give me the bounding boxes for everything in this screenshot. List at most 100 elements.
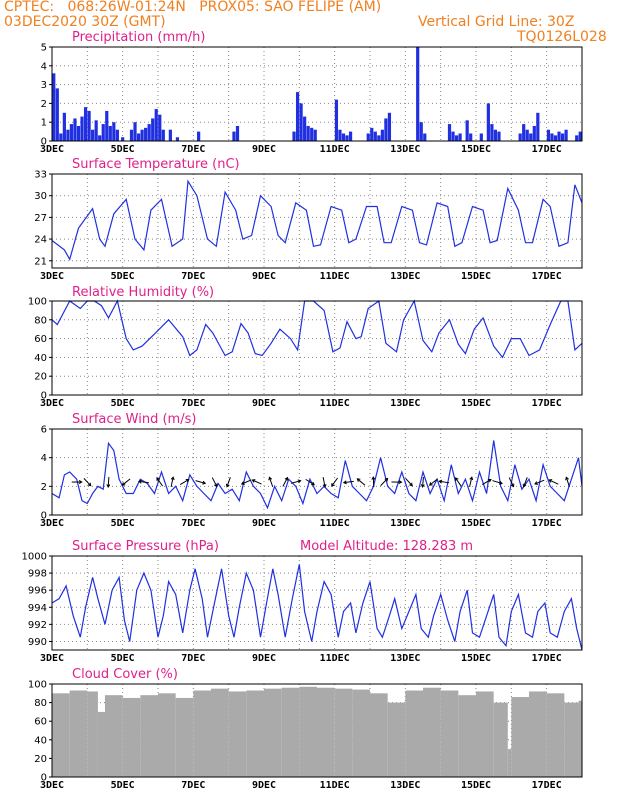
precip-bar (493, 129, 498, 141)
precip-bar (94, 120, 98, 141)
precip-bar (479, 133, 483, 141)
precip-bar (497, 131, 501, 141)
wind-arrow (455, 477, 462, 487)
precip-bar (232, 131, 236, 141)
model-altitude: Model Altitude: 128.283 m (300, 539, 473, 554)
cloud-bar (52, 693, 70, 777)
precip-bar (175, 137, 180, 141)
wind-arrow (565, 477, 570, 487)
wind-arrow-head (487, 478, 492, 483)
wind-arrow (156, 477, 164, 487)
wind-arrow-head (409, 482, 413, 487)
precip-bar (59, 133, 63, 141)
precip-bar (73, 118, 77, 141)
precip-bar (87, 110, 91, 141)
panel-title: Cloud Cover (%) (72, 667, 178, 682)
x-tick-label: 5DEC (111, 144, 135, 155)
wind-arrow (282, 477, 288, 487)
x-tick-label: 17DEC (532, 271, 562, 282)
precip-bar (62, 112, 66, 141)
x-tick-label: 5DEC (111, 653, 135, 664)
y-tick-label: 5 (41, 43, 47, 54)
cloud-bar (193, 690, 211, 777)
precip-bar (76, 125, 81, 141)
x-tick-label: 3DEC (40, 780, 64, 791)
wind-arrow-head (106, 484, 111, 488)
y-tick-label: 0 (41, 773, 47, 784)
wind-arrow (405, 477, 413, 487)
x-tick-label: 15DEC (461, 518, 491, 529)
cloud-bar (140, 695, 158, 777)
wind-arrow-head (420, 484, 425, 488)
x-tick-label: 15DEC (461, 271, 491, 282)
x-tick-label: 13DEC (390, 144, 420, 155)
panel-frame (51, 46, 583, 142)
x-tick-label: 7DEC (181, 398, 205, 409)
cloud-bar (546, 693, 565, 777)
precip-bar (52, 73, 56, 141)
precip-bar (158, 114, 162, 141)
x-tick-label: 5DEC (111, 518, 135, 529)
cloud-bar (317, 687, 335, 777)
cloud-bar (122, 697, 141, 777)
precip-bar (161, 129, 165, 141)
x-tick-label: 15DEC (461, 653, 491, 664)
wind-arrow-head (454, 477, 459, 481)
wind-arrow (322, 477, 326, 488)
precip-bar (575, 135, 579, 141)
wind-arrow (380, 478, 388, 486)
cloud-bar (578, 700, 582, 777)
panel-title: Relative Humidity (%) (72, 285, 214, 300)
precip-bar (151, 118, 155, 141)
x-tick-label: 9DEC (252, 144, 276, 155)
precip-bar (338, 129, 342, 141)
wind-arrow-head (510, 483, 515, 488)
panel-frame (51, 173, 583, 269)
x-tick-label: 3DEC (40, 398, 64, 409)
run-code: TQ0126L028 (517, 29, 607, 45)
precip-bar (197, 131, 201, 141)
grid-note: Vertical Grid Line: 30Z (418, 14, 575, 30)
y-tick-label: 33 (34, 170, 47, 181)
wind-arrow-head (297, 479, 302, 484)
precip-bar (529, 133, 533, 141)
wind-arrow-head (398, 480, 403, 485)
precip-bar (370, 127, 374, 141)
precip-bar (91, 129, 95, 141)
precip-bar (306, 125, 310, 141)
precip-bar (532, 125, 536, 141)
precip-bar (98, 135, 102, 141)
x-tick-label: 3DEC (40, 518, 64, 529)
y-tick-label: 990 (28, 637, 47, 648)
x-tick-label: 5DEC (111, 398, 135, 409)
x-tick-label: 11DEC (320, 653, 350, 664)
wind-arrow (226, 477, 231, 487)
wind-arrow-head (322, 483, 327, 488)
precip-bar (550, 133, 554, 141)
x-tick-label: 11DEC (320, 518, 350, 529)
x-tick-label: 9DEC (252, 780, 276, 791)
precip-bar (80, 116, 84, 141)
x-tick-label: 13DEC (390, 518, 420, 529)
x-tick-label: 7DEC (181, 653, 205, 664)
wind-arrow-head (311, 481, 315, 486)
precip-bar (525, 129, 529, 141)
precip-bar (419, 122, 423, 141)
y-tick-label: 20 (34, 754, 47, 765)
precip-bar (546, 129, 551, 141)
precip-bar (299, 103, 303, 141)
precip-bar (121, 137, 125, 141)
precip-bar (384, 118, 388, 141)
wind-arrow-head (469, 476, 474, 481)
cloud-bar (87, 691, 98, 777)
x-tick-label: 17DEC (532, 653, 562, 664)
precip-bar (536, 112, 540, 141)
x-tick-label: 13DEC (390, 398, 420, 409)
precip-bar (140, 129, 144, 141)
x-tick-label: 7DEC (181, 780, 205, 791)
wind-arrow (211, 477, 218, 487)
wind-arrow-head (331, 483, 335, 487)
header-line1: CPTEC: 068:26W-01:24N PROX05: SAO FELIPE… (4, 0, 382, 15)
precip-bar (373, 131, 377, 141)
series-line (51, 179, 583, 261)
